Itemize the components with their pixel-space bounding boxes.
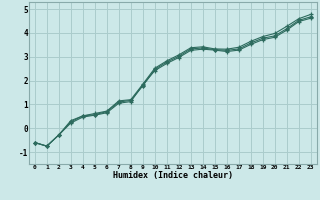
X-axis label: Humidex (Indice chaleur): Humidex (Indice chaleur) xyxy=(113,171,233,180)
